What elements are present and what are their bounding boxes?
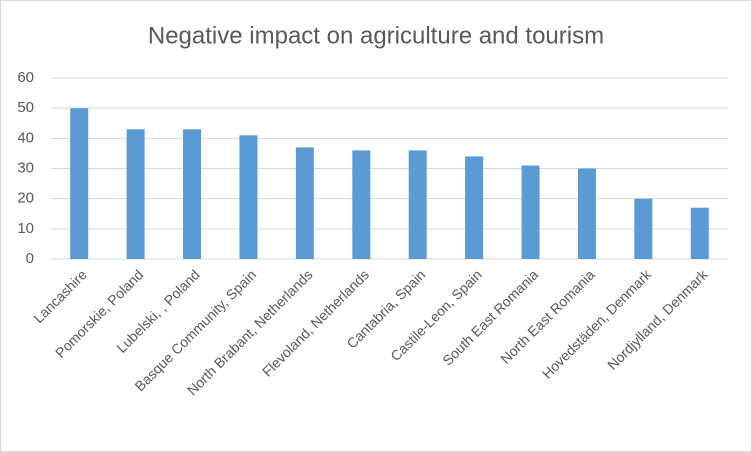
bar	[521, 165, 540, 259]
bar	[126, 129, 145, 259]
y-tick-label: 60	[17, 69, 34, 86]
bar	[634, 198, 653, 259]
y-tick-label: 20	[17, 190, 34, 207]
bar	[183, 129, 202, 259]
y-tick-label: 30	[17, 159, 34, 176]
y-tick-label: 50	[17, 99, 34, 116]
y-tick-label: 10	[17, 220, 34, 237]
bar	[70, 108, 89, 260]
y-tick-label: 0	[26, 250, 34, 267]
bar	[352, 150, 371, 259]
bar	[295, 147, 314, 259]
bar	[239, 135, 258, 259]
bar	[465, 156, 484, 259]
bar	[577, 168, 596, 259]
y-tick-label: 40	[17, 129, 34, 146]
bar	[408, 150, 427, 259]
bar	[690, 207, 709, 259]
chart-title: Negative impact on agriculture and touri…	[148, 22, 604, 49]
